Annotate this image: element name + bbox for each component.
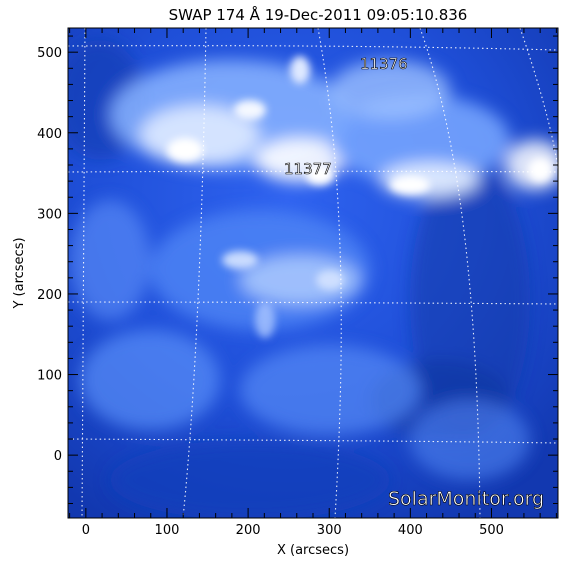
x-axis-label: X (arcsecs)	[277, 543, 349, 558]
image-title: SWAP 174 Å 19-Dec-2011 09:05:10.836	[169, 5, 468, 24]
y-tick-label: 200	[37, 288, 62, 303]
x-axis: 0 100 200 300 400 500	[69, 28, 557, 538]
y-tick-label: 400	[37, 127, 62, 142]
x-tick-label: 100	[155, 523, 180, 538]
y-axis: 0 100 200 300 400 500	[37, 35, 558, 504]
region-label: 11376	[360, 55, 408, 73]
y-tick-label: 500	[37, 46, 62, 61]
x-tick-label: 500	[479, 523, 504, 538]
region-label: 11377	[284, 160, 332, 178]
coordinate-grid	[68, 28, 558, 518]
solar-image: 11376 11377 SolarMonitor.org	[68, 28, 558, 518]
y-tick-label: 300	[37, 207, 62, 222]
x-tick-label: 200	[236, 523, 261, 538]
y-axis-label: Y (arcsecs)	[12, 237, 27, 309]
y-tick-label: 0	[54, 449, 62, 464]
x-tick-label: 300	[317, 523, 342, 538]
y-tick-label: 100	[37, 369, 62, 384]
x-tick-label: 0	[82, 523, 90, 538]
watermark: SolarMonitor.org	[388, 488, 544, 510]
x-tick-label: 400	[398, 523, 423, 538]
